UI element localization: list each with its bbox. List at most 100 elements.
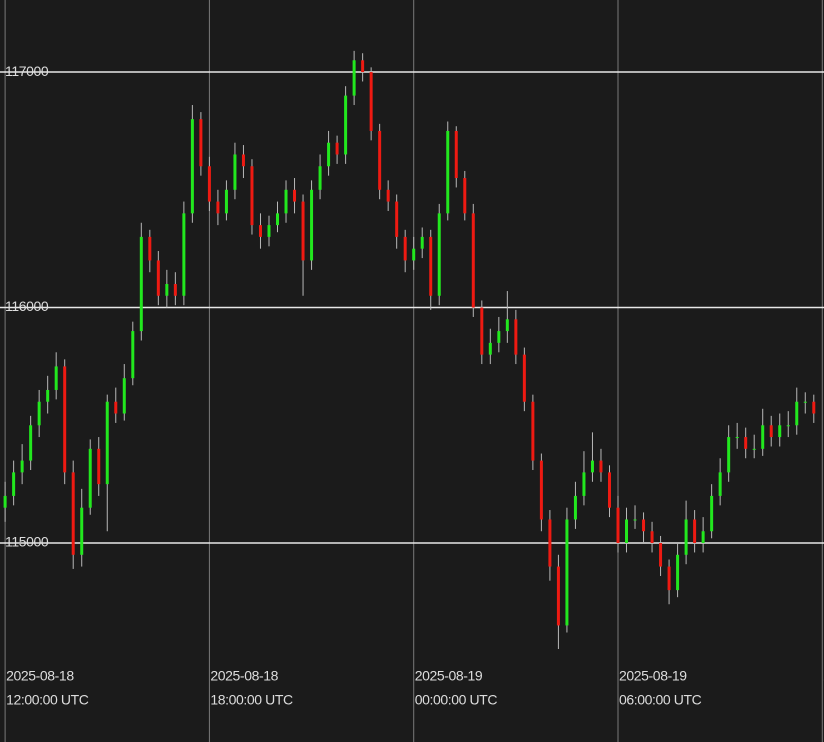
candle-body bbox=[710, 495, 714, 532]
candle-body bbox=[769, 425, 773, 438]
candle-body bbox=[744, 437, 748, 449]
candle-body bbox=[522, 354, 526, 402]
candle-body bbox=[633, 519, 637, 521]
candle-body bbox=[148, 236, 152, 261]
candle-body bbox=[607, 472, 611, 508]
candle-body bbox=[531, 401, 535, 461]
candle-body bbox=[539, 460, 543, 520]
candle-body bbox=[29, 425, 33, 461]
candle-body bbox=[80, 507, 84, 555]
candle-body bbox=[752, 448, 756, 450]
candle-body bbox=[565, 519, 569, 626]
candle-body bbox=[625, 519, 629, 544]
candle-body bbox=[258, 225, 262, 237]
candle-body bbox=[165, 283, 169, 296]
candle-body bbox=[318, 166, 322, 190]
candle-body bbox=[71, 472, 75, 555]
candle-body bbox=[573, 495, 577, 520]
candle-body bbox=[63, 366, 67, 473]
candle-body bbox=[420, 236, 424, 249]
candle-body bbox=[471, 213, 475, 308]
candle-body bbox=[224, 189, 228, 214]
candle-body bbox=[659, 543, 663, 567]
candle-body bbox=[12, 472, 16, 496]
candle-body bbox=[812, 401, 816, 414]
candle-body bbox=[429, 236, 433, 296]
candle-body bbox=[156, 260, 160, 296]
candle-body bbox=[505, 319, 509, 332]
candle-body bbox=[37, 401, 41, 426]
candle-body bbox=[182, 213, 186, 296]
candle-body bbox=[276, 213, 280, 226]
candle-body bbox=[727, 437, 731, 473]
candle-body bbox=[97, 448, 101, 485]
candle-body bbox=[616, 507, 620, 544]
candle-body bbox=[131, 331, 135, 379]
candle-body bbox=[88, 448, 92, 508]
x-tick-label: 2025-08-18 bbox=[6, 668, 74, 684]
candle-body bbox=[735, 437, 739, 439]
candle-body bbox=[701, 531, 705, 544]
x-tick-label: 06:00:00 UTC bbox=[619, 692, 702, 708]
candle-body bbox=[488, 342, 492, 355]
candle-body bbox=[250, 166, 254, 226]
candle-body bbox=[335, 142, 339, 155]
candle-body bbox=[114, 401, 118, 414]
candle-body bbox=[642, 519, 646, 532]
candle-body bbox=[599, 460, 603, 473]
candle-body bbox=[803, 401, 807, 403]
candle-body bbox=[386, 189, 390, 202]
candle-body bbox=[241, 154, 245, 167]
candle-body bbox=[514, 319, 518, 355]
candle-body bbox=[378, 130, 382, 190]
candle-body bbox=[395, 201, 399, 237]
candle-body bbox=[403, 236, 407, 261]
candle-body bbox=[795, 401, 799, 426]
candle-body bbox=[207, 166, 211, 202]
candle-body bbox=[139, 236, 143, 332]
y-tick-label: 115000 bbox=[5, 534, 49, 550]
candle-body bbox=[361, 60, 365, 73]
candle-body bbox=[437, 213, 441, 296]
candle-body bbox=[454, 130, 458, 179]
candle-body bbox=[122, 378, 126, 414]
candle-body bbox=[650, 531, 654, 544]
candle-body bbox=[548, 519, 552, 567]
x-tick-label: 2025-08-18 bbox=[210, 668, 278, 684]
candle-body bbox=[556, 566, 560, 626]
candle-body bbox=[344, 95, 348, 155]
candle-body bbox=[778, 425, 782, 438]
candle-body bbox=[667, 566, 671, 591]
x-tick-label: 18:00:00 UTC bbox=[210, 692, 293, 708]
candle-body bbox=[463, 178, 467, 214]
candle-body bbox=[190, 119, 194, 214]
x-tick-label: 2025-08-19 bbox=[619, 668, 687, 684]
candle-body bbox=[284, 189, 288, 214]
candle-body bbox=[718, 472, 722, 496]
candle-body bbox=[786, 425, 790, 427]
candle-body bbox=[20, 460, 24, 473]
y-tick-label: 116000 bbox=[5, 298, 49, 314]
candle-body bbox=[173, 283, 177, 296]
candle-body bbox=[446, 130, 450, 214]
candle-body bbox=[497, 331, 501, 343]
candle-body bbox=[761, 425, 765, 449]
candle-body bbox=[267, 225, 271, 237]
y-tick-label: 117000 bbox=[5, 63, 49, 79]
candle-body bbox=[46, 389, 50, 402]
candle-body bbox=[105, 401, 109, 485]
x-tick-label: 12:00:00 UTC bbox=[6, 692, 89, 708]
candle-body bbox=[480, 307, 484, 355]
candle-body bbox=[693, 519, 697, 544]
candle-body bbox=[412, 248, 416, 261]
candle-body bbox=[590, 460, 594, 473]
candle-body bbox=[684, 519, 688, 555]
candle-body bbox=[199, 119, 203, 167]
candle-body bbox=[301, 201, 305, 261]
candle-body bbox=[327, 142, 331, 167]
candle-body bbox=[369, 72, 373, 131]
candle-body bbox=[233, 154, 237, 190]
candle-body bbox=[310, 189, 314, 261]
